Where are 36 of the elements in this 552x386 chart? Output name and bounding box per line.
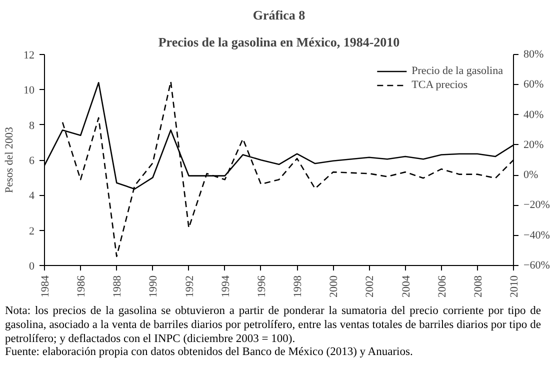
y2-tick-label: −60%: [524, 260, 550, 272]
y-tick-label: 10: [24, 84, 35, 97]
y-tick-label: 4: [29, 190, 35, 202]
x-tick-label: 1998: [292, 275, 304, 298]
legend-label: TCA precios: [412, 78, 468, 92]
y-axis-title: Pesos del 2003: [4, 126, 16, 193]
x-tick-label: 1984: [40, 275, 52, 298]
x-tick-label: 2008: [472, 275, 484, 298]
x-tick-label: 1996: [256, 275, 268, 298]
y2-tick-label: −20%: [524, 199, 550, 212]
source-note: Fuente: elaboración propia con datos obtenidos del Banco de México (2013) y Anuarios.: [5, 346, 414, 360]
text: Nota: los precios de la gasolina se obtuvieron a partir de ponderar la sumatoria del precio corriente por tipo de gasolina, asociado a la venta de barriles diarios por petrolífero, entre las ventas totales de barriles diarios por tipo de petrolífero; y deflactados con el INPC (diciembre 2003 = 100).: [5, 305, 541, 346]
y2-tick-label: −40%: [524, 229, 550, 242]
y-tick-label: 0: [29, 260, 35, 272]
x-tick-label: 1992: [184, 276, 196, 298]
y2-tick-label: 20%: [524, 138, 544, 151]
y2-tick-label: 40%: [524, 108, 544, 121]
y-tick-label: 8: [29, 120, 35, 132]
x-tick-label: 1994: [220, 275, 232, 298]
y2-tick-label: 60%: [524, 78, 544, 91]
legend-label: Precio de la gasolina: [412, 64, 503, 78]
y2-tick-label: 80%: [524, 48, 544, 60]
x-tick-label: 2010: [508, 275, 520, 298]
chart-title: Gráfica 8: [252, 8, 306, 22]
x-tick-label: 1986: [76, 275, 88, 298]
x-tick-label: 1990: [148, 275, 160, 298]
x-tick-label: 1988: [112, 275, 124, 298]
y2-tick-label: 0%: [524, 169, 538, 182]
chart-subtitle: Precios de la gasolina en México, 1984-2010: [158, 34, 400, 50]
y-tick-label: 2: [29, 225, 34, 238]
x-tick-label: 2006: [436, 275, 448, 298]
y-tick-label: 12: [24, 50, 34, 62]
x-tick-label: 2000: [328, 275, 340, 298]
y-tick-label: 6: [29, 155, 35, 167]
x-tick-label: 2004: [400, 275, 412, 298]
x-tick-label: 2002: [364, 276, 376, 298]
